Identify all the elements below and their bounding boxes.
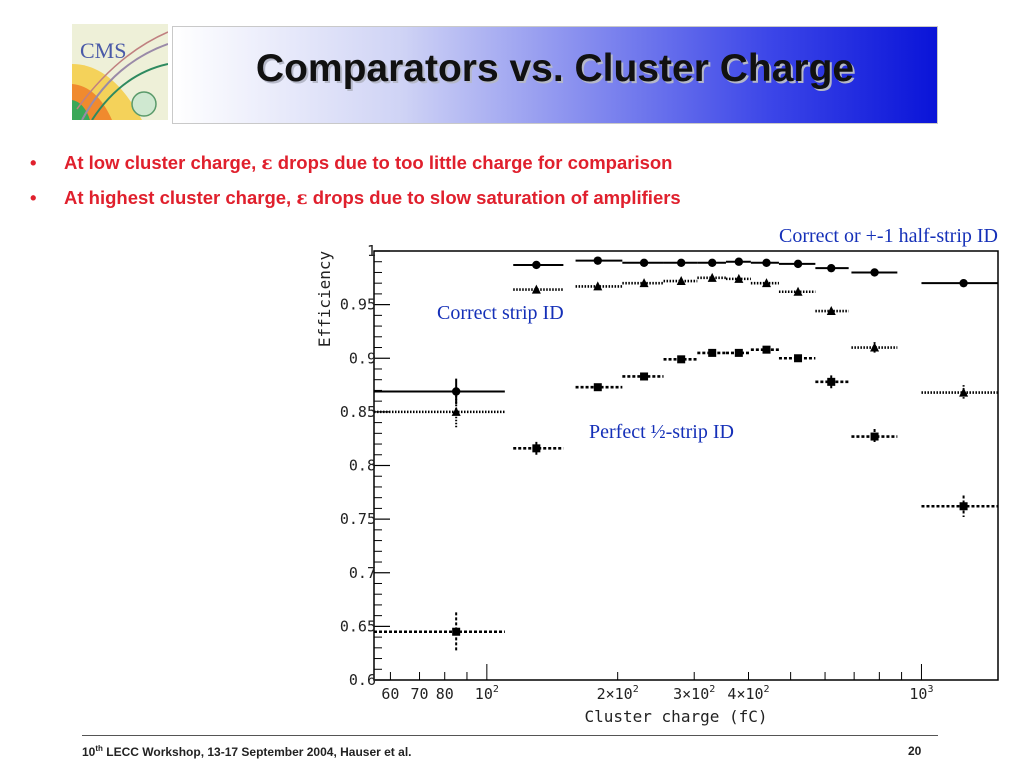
x-tick-label: 3×102: [673, 684, 715, 703]
data-point-circle: [793, 259, 803, 269]
y-tick-label: 0.75: [340, 510, 376, 528]
cms-logo: CMS: [72, 24, 168, 120]
x-tick-label: 102: [475, 684, 499, 703]
data-point-triangle: [707, 272, 717, 282]
title-band: Comparators vs. Cluster Charge: [172, 26, 938, 124]
y-tick-label: 0.9: [349, 349, 376, 367]
series-triangle: [374, 272, 998, 428]
data-point-circle: [451, 387, 461, 396]
epsilon-symbol: ε: [261, 153, 273, 174]
data-point-circle: [676, 258, 686, 267]
data-point-square: [593, 383, 602, 392]
y-tick-label: 0.7: [349, 564, 376, 582]
bullet-list: • At low cluster charge, ε drops due to t…: [30, 146, 681, 216]
data-point-triangle: [593, 281, 603, 291]
cms-logo-text: CMS: [80, 38, 126, 63]
chart-annotation: Correct or +-1 half-strip ID: [779, 225, 998, 247]
bullet-text-before: At highest cluster charge,: [64, 187, 297, 208]
data-point-square: [827, 377, 836, 386]
x-tick-label: 103: [909, 684, 933, 703]
epsilon-symbol: ε: [296, 188, 308, 209]
footer-text: 10th LECC Workshop, 13-17 September 2004…: [82, 744, 411, 759]
x-tick-label: 2×102: [597, 684, 639, 703]
chart-annotation: Correct strip ID: [437, 302, 564, 324]
data-point-triangle: [734, 273, 744, 283]
data-point-circle: [639, 258, 649, 267]
data-point-circle: [532, 260, 541, 270]
bullet-item: • At highest cluster charge, ε drops due …: [30, 181, 681, 216]
y-axis-title: Efficiency: [315, 250, 334, 347]
x-tick-label: 4×102: [727, 684, 769, 703]
slide-title: Comparators vs. Cluster Charge: [255, 47, 855, 90]
data-point-triangle: [762, 278, 772, 288]
y-tick-label: 0.65: [340, 617, 376, 635]
data-point-circle: [708, 258, 717, 267]
series-circle: [374, 256, 998, 405]
data-point-square: [708, 348, 717, 357]
bullet-text-after: drops due to too little charge for compa…: [272, 152, 673, 173]
footer-divider: [82, 735, 938, 736]
data-point-square: [734, 348, 743, 357]
x-tick-label: 80: [436, 685, 454, 703]
x-tick-label: 60: [381, 685, 399, 703]
x-axis-title: Cluster charge (fC): [584, 707, 767, 726]
data-point-triangle: [826, 306, 836, 316]
data-point-square: [959, 502, 968, 511]
y-tick-label: 0.8: [349, 457, 376, 475]
footer-ordinal-suffix: th: [95, 744, 103, 753]
page-number: 20: [908, 744, 922, 758]
data-point-circle: [870, 268, 879, 277]
data-point-circle: [762, 258, 771, 267]
bullet-dot-icon: •: [30, 187, 37, 208]
data-point-triangle: [531, 284, 541, 294]
data-point-square: [640, 372, 649, 381]
efficiency-chart: 0.6 0.65 0.7 0.75 0.8 0.85 0.9 0.95 1 60 70 80 102 2×…: [315, 225, 999, 726]
bullet-dot-icon: •: [30, 152, 37, 173]
data-point-square: [452, 627, 461, 636]
data-point-circle: [959, 278, 968, 288]
data-point-triangle: [639, 278, 649, 288]
y-tick-label: 0.6: [349, 671, 376, 689]
data-point-square: [532, 444, 541, 453]
bullet-text-after: drops due to slow saturation of amplifie…: [307, 187, 681, 208]
bullet-text-before: At low cluster charge,: [64, 152, 262, 173]
data-point-square: [794, 354, 803, 363]
y-tick-label: 0.85: [340, 403, 376, 421]
series-square: [374, 345, 998, 652]
data-point-triangle: [870, 342, 880, 352]
x-tick-label: 70: [410, 685, 428, 703]
data-point-triangle: [676, 276, 686, 286]
data-point-square: [870, 432, 879, 441]
bullet-item: • At low cluster charge, ε drops due to t…: [30, 146, 681, 181]
data-point-square: [762, 345, 771, 354]
data-point-triangle: [451, 406, 461, 416]
data-point-triangle: [959, 387, 969, 397]
y-tick-label: 1: [367, 242, 376, 260]
data-point-circle: [593, 256, 602, 265]
footer-rest: LECC Workshop, 13-17 September 2004, Hau…: [102, 745, 412, 759]
y-tick-label: 0.95: [340, 296, 376, 314]
chart-annotation: Perfect ½-strip ID: [589, 421, 734, 443]
data-point-circle: [827, 263, 836, 273]
data-point-circle: [734, 257, 744, 266]
data-point-triangle: [793, 286, 803, 296]
data-point-square: [677, 355, 686, 364]
footer-ordinal: 10: [82, 745, 96, 759]
